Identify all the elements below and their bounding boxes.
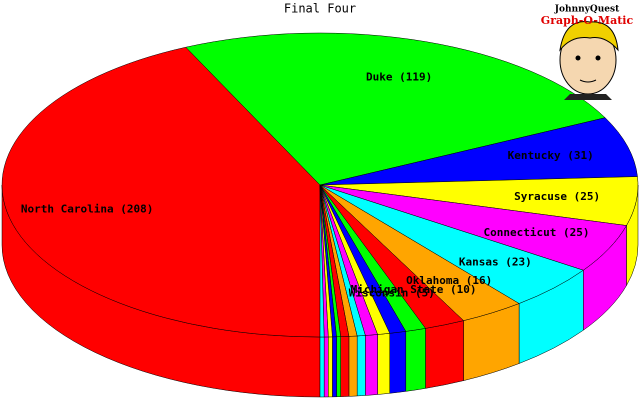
logo-hair bbox=[559, 21, 619, 52]
pie-slice bbox=[1, 46, 321, 338]
slice-label: Wisconsin (5) bbox=[349, 287, 435, 300]
logo-mouth bbox=[579, 79, 597, 83]
logo-line2: Graph-O-Matic bbox=[541, 14, 634, 27]
pie-side bbox=[340, 336, 350, 397]
logo-shirt bbox=[564, 94, 612, 100]
pie-side bbox=[348, 335, 358, 397]
pie-side bbox=[328, 336, 333, 398]
slice-label: Kentucky (31) bbox=[508, 149, 594, 162]
slice-label: Kansas (23) bbox=[459, 255, 532, 268]
pie-side bbox=[332, 336, 337, 398]
pie-side bbox=[323, 336, 329, 398]
chart-title: Final Four bbox=[284, 2, 356, 16]
pie-side bbox=[377, 333, 391, 395]
pie-slice bbox=[185, 32, 606, 186]
pie-side bbox=[389, 331, 407, 394]
logo: JohnnyQuest Graph-O-Matic bbox=[541, 5, 634, 100]
logo-eye bbox=[595, 55, 601, 61]
pie-side bbox=[356, 335, 366, 397]
pie-side bbox=[425, 320, 464, 389]
slice-label: Connecticut (25) bbox=[484, 226, 590, 239]
slice-label: Oklahoma (16) bbox=[406, 274, 492, 287]
slice-label: Syracuse (25) bbox=[514, 190, 600, 203]
labels: North Carolina (208) Duke (119) Kentucky (… bbox=[21, 70, 600, 299]
pie-side bbox=[365, 334, 378, 396]
pie-slice bbox=[319, 117, 638, 186]
pie-side bbox=[319, 336, 325, 398]
pie-slice bbox=[319, 184, 325, 338]
slice-label: North Carolina (208) bbox=[21, 203, 153, 216]
slice-label: Duke (119) bbox=[366, 70, 432, 83]
pie-side bbox=[405, 328, 426, 392]
logo-eye bbox=[575, 55, 581, 61]
pie-side bbox=[336, 336, 341, 398]
slice-label: Michigan State (10) bbox=[351, 283, 477, 296]
logo-line1: JohnnyQuest bbox=[554, 5, 620, 15]
pie bbox=[1, 32, 639, 398]
